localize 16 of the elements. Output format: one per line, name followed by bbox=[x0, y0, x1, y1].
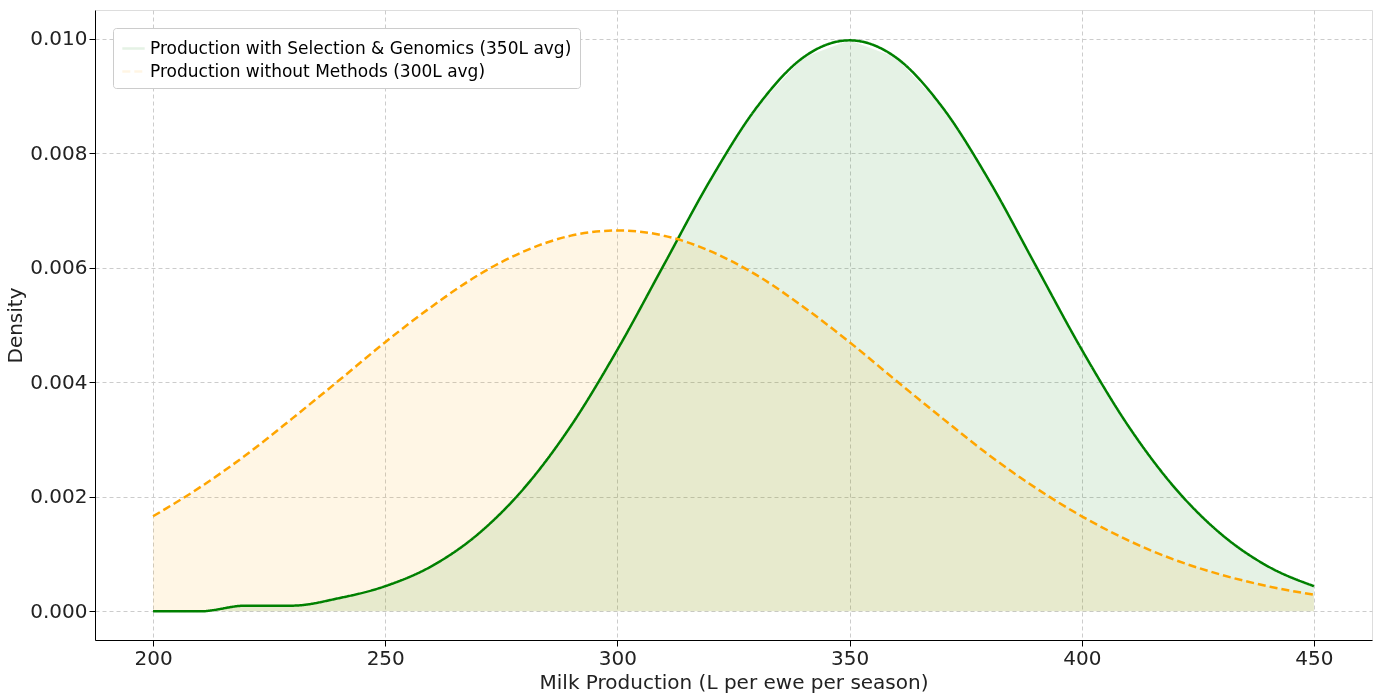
legend-label: Production without Methods (300L avg) bbox=[150, 60, 486, 81]
y-tick-label: 0.000 bbox=[30, 598, 88, 623]
x-tick-label: 250 bbox=[366, 645, 405, 670]
x-tick-label: 200 bbox=[134, 645, 173, 670]
x-tick-label: 300 bbox=[598, 645, 637, 670]
y-axis-title: Density bbox=[3, 287, 28, 364]
y-tick-label: 0.010 bbox=[30, 26, 88, 51]
y-tick-label: 0.006 bbox=[30, 255, 88, 280]
x-tick-label: 400 bbox=[1063, 645, 1102, 670]
x-axis-title: Milk Production (L per ewe per season) bbox=[539, 669, 929, 694]
x-tick-label: 450 bbox=[1295, 645, 1334, 670]
y-tick-label: 0.008 bbox=[30, 140, 88, 165]
y-tick-label: 0.002 bbox=[30, 484, 88, 509]
legend-label: Production with Selection & Genomics (350L avg) bbox=[150, 37, 572, 58]
y-tick-label: 0.004 bbox=[30, 369, 88, 394]
x-tick-label: 350 bbox=[831, 645, 870, 670]
